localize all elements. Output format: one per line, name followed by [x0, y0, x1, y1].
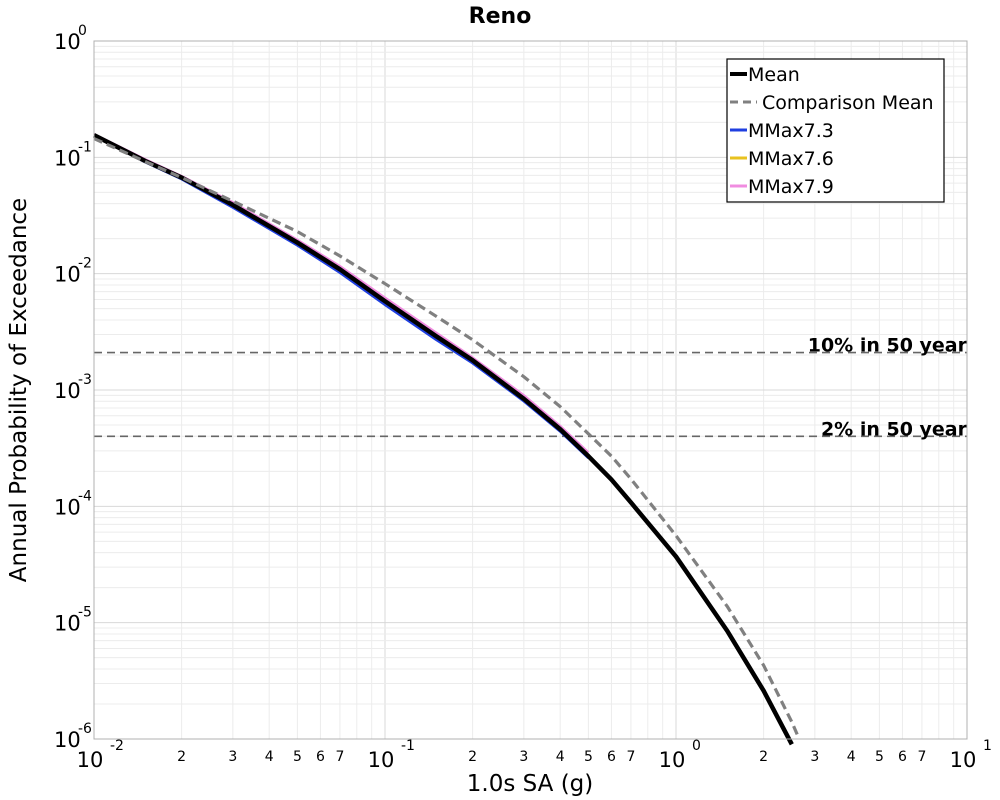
series-line-comparison-mean	[93, 137, 801, 740]
x-tick-exponent: -2	[110, 738, 124, 754]
x-minor-tick-label: 5	[584, 749, 593, 765]
y-tick-exponent: -3	[78, 372, 92, 388]
y-tick-exponent: -2	[78, 256, 92, 272]
x-minor-tick-label: 3	[228, 749, 237, 765]
legend: Mean Comparison Mean MMax7.3 MMax7.6 MMax7.9	[726, 58, 945, 203]
x-minor-tick-label: 2	[468, 749, 477, 765]
y-axis-label: Annual Probability of Exceedance	[6, 198, 32, 582]
y-tick-label: 10	[54, 612, 81, 636]
x-minor-tick-label: 5	[293, 749, 302, 765]
x-minor-tick-label: 2	[759, 749, 768, 765]
y-tick-label: 10	[54, 728, 81, 752]
legend-entry: MMax7.6	[748, 148, 834, 170]
x-minor-tick-label: 6	[898, 749, 907, 765]
plot-frame	[93, 40, 968, 740]
y-tick-label: 10	[54, 379, 81, 403]
x-tick-label: 10	[659, 748, 686, 772]
y-tick-exponent: 0	[78, 23, 87, 39]
legend-entry: MMax7.3	[748, 120, 834, 142]
x-axis-label: 1.0s SA (g)	[467, 771, 594, 797]
y-tick-exponent: -1	[78, 139, 92, 155]
x-minor-tick-label: 7	[335, 749, 344, 765]
grid-lines	[93, 41, 967, 740]
x-minor-tick-label: 4	[847, 749, 856, 765]
x-tick-label: 10	[950, 748, 977, 772]
reference-lines: 10% in 50 year 2% in 50 year	[94, 335, 968, 440]
x-minor-tick-label: 4	[265, 749, 274, 765]
legend-entry: Comparison Mean	[762, 92, 934, 114]
x-tick-exponent: -1	[401, 738, 415, 754]
x-minor-tick-label: 7	[626, 749, 635, 765]
x-tick-exponent: 0	[692, 738, 701, 754]
x-minor-tick-label: 2	[177, 749, 186, 765]
series-line-mean	[92, 133, 794, 746]
x-tick-exponent: 1	[983, 738, 992, 754]
y-tick-label: 10	[54, 30, 81, 54]
x-minor-tick-label: 6	[316, 749, 325, 765]
reference-line-label: 10% in 50 year	[808, 335, 968, 357]
series-lines	[92, 133, 801, 746]
x-minor-tick-label: 7	[917, 749, 926, 765]
x-minor-tick-label: 6	[607, 749, 616, 765]
x-minor-tick-label: 5	[875, 749, 884, 765]
legend-entry: Mean	[748, 64, 800, 86]
y-tick-label: 10	[54, 146, 81, 170]
x-minor-tick-label: 3	[810, 749, 819, 765]
x-minor-tick-label: 3	[519, 749, 528, 765]
x-tick-label: 10	[77, 748, 104, 772]
y-tick-label: 10	[54, 263, 81, 287]
legend-entry: MMax7.9	[748, 176, 834, 198]
chart-title: Reno	[469, 4, 532, 29]
reference-line-label: 2% in 50 year	[821, 418, 968, 440]
y-tick-exponent: -4	[78, 488, 92, 504]
x-tick-label: 10	[368, 748, 395, 772]
y-tick-label: 10	[54, 495, 81, 519]
legend-box	[726, 58, 945, 203]
y-tick-exponent: -6	[78, 721, 92, 737]
x-minor-tick-label: 4	[556, 749, 565, 765]
y-tick-exponent: -5	[78, 605, 92, 621]
